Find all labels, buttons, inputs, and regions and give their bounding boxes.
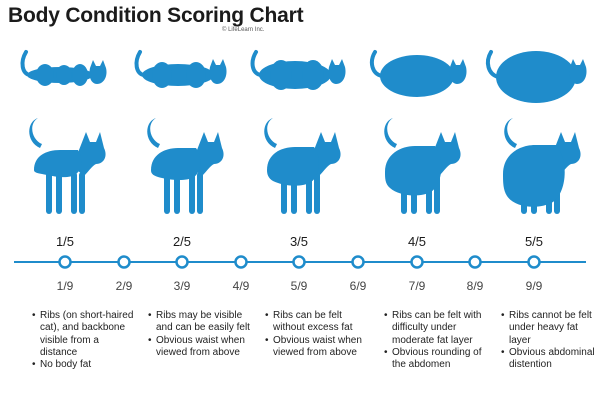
side-view-cat-5 xyxy=(503,118,581,214)
score-5-point-4: 4/5 xyxy=(407,234,427,249)
description-bullet: No body fat xyxy=(31,359,135,372)
top-view-cat-3 xyxy=(250,50,346,90)
score-5-point-2: 2/5 xyxy=(172,234,192,249)
copyright-text: © LifeLearn Inc. xyxy=(222,27,265,33)
score-9-point-5: 5/9 xyxy=(290,279,308,293)
score-5-point-1: 1/5 xyxy=(55,234,75,249)
description-bullet: Obvious waist when viewed from above xyxy=(264,335,368,360)
description-stage-2: Ribs may be visible and can be easily fe… xyxy=(147,310,251,359)
description-bullet: Obvious waist when viewed from above xyxy=(147,335,251,360)
timeline-marker-7-9 xyxy=(410,255,424,269)
score-9-point-1: 1/9 xyxy=(56,279,74,293)
timeline-marker-3-9 xyxy=(175,255,189,269)
top-view-cat-4 xyxy=(369,50,467,97)
score-9-point-8: 8/9 xyxy=(466,279,484,293)
side-view-cat-2 xyxy=(147,118,224,214)
side-view-cat-4 xyxy=(384,118,461,214)
chart-title: Body Condition Scoring Chart xyxy=(8,4,304,27)
timeline-marker-4-9 xyxy=(234,255,248,269)
timeline-marker-9-9 xyxy=(527,255,541,269)
score-9-point-4: 4/9 xyxy=(232,279,250,293)
timeline-marker-1-9 xyxy=(58,255,72,269)
description-bullet: Obvious abdominal distention xyxy=(500,347,598,372)
score-9-point-7: 7/9 xyxy=(408,279,426,293)
timeline-marker-8-9 xyxy=(468,255,482,269)
timeline-marker-6-9 xyxy=(351,255,365,269)
timeline-marker-2-9 xyxy=(117,255,131,269)
score-9-point-9: 9/9 xyxy=(525,279,543,293)
description-bullet: Ribs may be visible and can be easily fe… xyxy=(147,310,251,335)
description-stage-5: Ribs cannot be felt under heavy fat laye… xyxy=(500,310,598,371)
top-view-silhouettes xyxy=(20,50,587,103)
side-view-silhouettes xyxy=(29,118,581,214)
description-bullet: Obvious rounding of the abdomen xyxy=(383,347,487,372)
timeline-marker-5-9 xyxy=(292,255,306,269)
description-stage-1: Ribs (on short-haired cat), and backbone… xyxy=(31,310,135,372)
score-9-point-6: 6/9 xyxy=(349,279,367,293)
description-bullet: Ribs can be felt with difficulty under m… xyxy=(383,310,487,347)
top-view-cat-2 xyxy=(134,50,227,88)
score-timeline xyxy=(14,255,586,269)
description-bullet: Ribs cannot be felt under heavy fat laye… xyxy=(500,310,598,347)
score-5-point-3: 3/5 xyxy=(289,234,309,249)
score-9-point-3: 3/9 xyxy=(173,279,191,293)
description-bullet: Ribs can be felt without excess fat xyxy=(264,310,368,335)
side-view-cat-3 xyxy=(264,118,341,214)
description-stage-4: Ribs can be felt with difficulty under m… xyxy=(383,310,487,371)
score-9-point-2: 2/9 xyxy=(115,279,133,293)
description-stage-3: Ribs can be felt without excess fat Obvi… xyxy=(264,310,368,359)
description-bullet: Ribs (on short-haired cat), and backbone… xyxy=(31,310,135,359)
side-view-cat-1 xyxy=(29,118,106,214)
top-view-cat-1 xyxy=(20,50,107,86)
top-view-cat-5 xyxy=(485,50,587,103)
score-5-point-5: 5/5 xyxy=(524,234,544,249)
